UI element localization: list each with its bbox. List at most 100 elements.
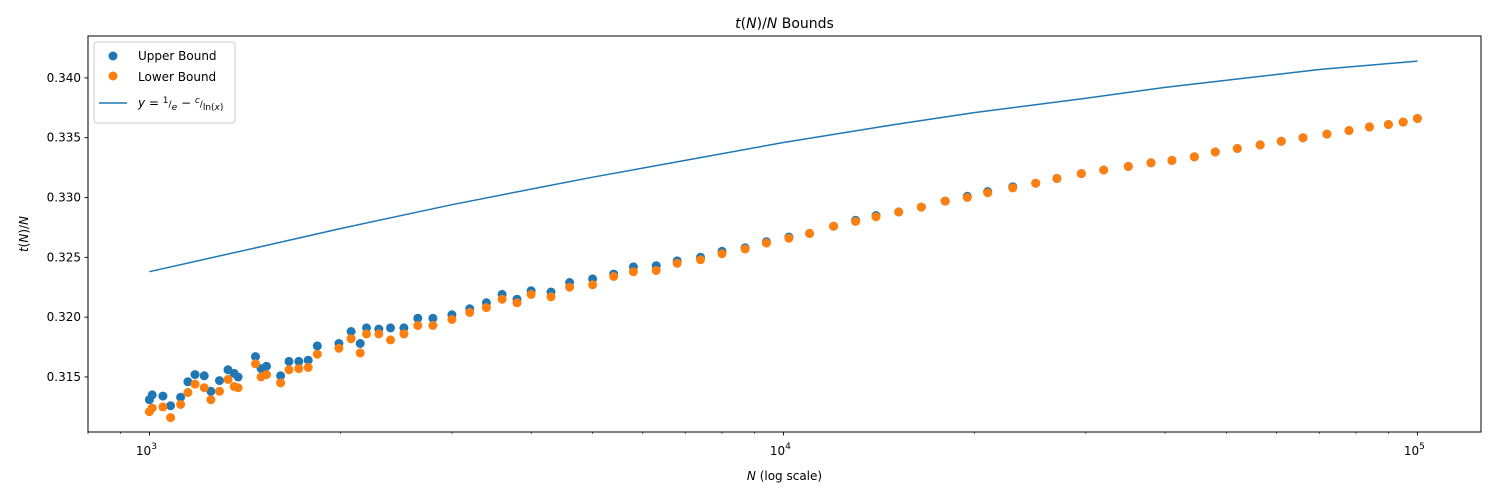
point-lower-bound [1364,122,1374,132]
point-lower-bound [871,212,881,222]
point-lower-bound [1383,120,1393,129]
point-lower-bound [374,329,384,339]
point-lower-bound [512,298,522,308]
point-lower-bound [628,267,638,277]
point-lower-bound [1167,155,1177,165]
point-lower-bound [983,188,993,198]
x-axis-label: N (log scale) [747,469,822,483]
point-lower-bound [362,329,371,339]
point-upper-bound [183,377,193,387]
point-lower-bound [176,400,186,409]
point-lower-bound [1276,136,1286,146]
point-lower-bound [916,202,926,212]
point-upper-bound [303,355,313,365]
point-lower-bound [465,307,475,317]
point-upper-bound [233,372,243,382]
point-upper-bound [346,327,356,336]
point-lower-bound [447,315,457,324]
point-lower-bound [1255,140,1265,150]
legend-marker-upper-bound [108,51,118,61]
point-lower-bound [1052,173,1062,183]
point-lower-bound [251,359,260,369]
point-lower-bound [190,379,200,389]
point-lower-bound [696,255,705,265]
point-lower-bound [805,228,815,238]
point-lower-bound [481,303,491,313]
point-lower-bound [940,196,950,206]
point-lower-bound [1146,158,1156,168]
point-lower-bound [399,329,409,339]
point-lower-bound [206,395,216,405]
series-line-fit [149,60,1418,273]
legend-label-upper-bound: Upper Bound [138,49,217,63]
point-lower-bound [851,216,861,226]
point-lower-bound [428,321,438,330]
point-lower-bound [565,282,575,292]
point-lower-bound [147,403,157,413]
legend-label-fit: y = 1/e − c/ln(x) [137,96,223,113]
point-lower-bound [1398,117,1408,127]
point-upper-bound [206,386,216,396]
point-upper-bound [215,376,224,386]
point-lower-bound [334,343,344,353]
point-lower-bound [386,335,395,345]
point-lower-bound [276,378,286,388]
point-lower-bound [588,280,598,290]
point-upper-bound [158,391,168,401]
point-lower-bound [284,365,294,375]
point-lower-bound [262,370,271,380]
point-lower-bound [651,266,661,275]
plot-frame [87,35,1482,433]
y-tick-label: 0.320 [47,310,81,324]
point-upper-bound [312,341,322,351]
y-tick-label: 0.340 [47,71,81,85]
legend-box [93,41,236,124]
point-upper-bound [428,313,438,323]
point-lower-bound [233,383,243,393]
point-lower-bound [761,238,771,248]
x-tick-label: 103 [136,442,157,458]
point-lower-bound [303,362,313,372]
point-lower-bound [1076,169,1086,179]
point-lower-bound [784,233,794,243]
point-upper-bound [199,371,209,381]
chart-title: t(N)/N Bounds [735,16,834,32]
point-lower-bound [1322,129,1332,139]
point-lower-bound [1123,161,1133,171]
point-lower-bound [166,413,176,423]
point-lower-bound [1210,147,1220,157]
point-upper-bound [147,390,157,400]
point-lower-bound [1099,165,1109,175]
point-lower-bound [294,364,304,374]
point-lower-bound [829,221,839,231]
point-lower-bound [355,348,365,358]
y-tick-label: 0.335 [47,131,81,145]
point-upper-bound [251,352,260,362]
legend: Upper Bound Lower Bound y = 1/e − c/ln(x… [93,41,236,124]
point-upper-bound [166,401,176,411]
point-lower-bound [1298,133,1308,143]
point-lower-bound [740,244,750,254]
y-tick-label: 0.325 [47,250,81,264]
point-lower-bound [1031,178,1041,188]
point-upper-bound [294,356,304,366]
point-upper-bound [413,313,423,323]
y-tick-label: 0.330 [47,191,81,205]
legend-marker-lower-bound [108,71,118,81]
point-upper-bound [284,356,294,366]
point-lower-bound [346,334,356,344]
point-lower-bound [158,402,168,412]
y-axis-label: t(N)/N [17,216,31,252]
point-lower-bound [1412,114,1422,123]
point-lower-bound [1344,126,1354,135]
point-lower-bound [215,386,224,396]
point-lower-bound [1232,144,1242,153]
point-upper-bound [355,339,365,348]
point-lower-bound [717,249,727,259]
x-tick-label: 105 [1404,442,1425,458]
point-upper-bound [276,371,286,381]
plot-marks [144,60,1422,423]
point-lower-bound [413,321,423,330]
point-lower-bound [1189,152,1199,162]
